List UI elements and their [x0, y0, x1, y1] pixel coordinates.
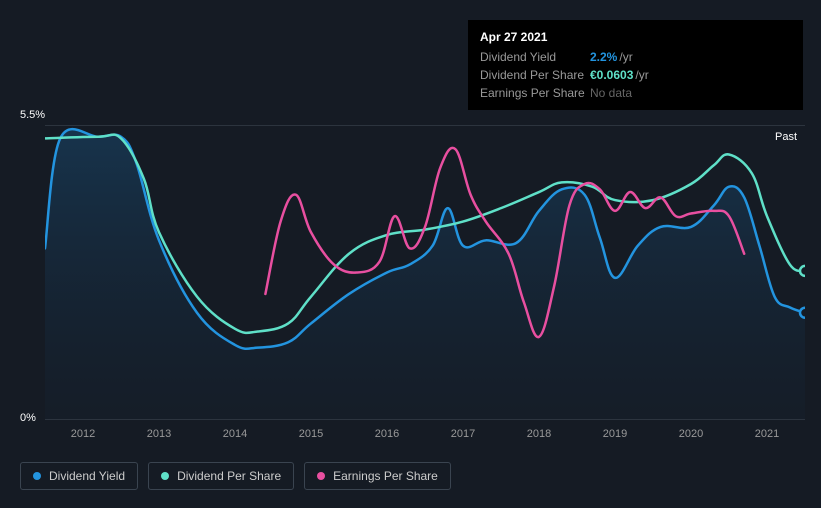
tooltip-row-value: 2.2% — [590, 48, 617, 66]
end-marker — [800, 308, 805, 318]
tooltip-row-unit: /yr — [635, 66, 648, 84]
end-marker — [800, 266, 805, 276]
legend: Dividend Yield Dividend Per Share Earnings… — [20, 462, 451, 490]
x-axis-label: 2021 — [755, 428, 779, 440]
legend-dot — [33, 472, 41, 480]
legend-item[interactable]: Dividend Per Share — [148, 462, 294, 490]
tooltip-row: Earnings Per ShareNo data — [480, 84, 791, 102]
x-axis-label: 2018 — [527, 428, 551, 440]
tooltip-row: Dividend Yield2.2% /yr — [480, 48, 791, 66]
x-axis-label: 2012 — [71, 428, 95, 440]
x-axis-label: 2020 — [679, 428, 703, 440]
tooltip-row-label: Earnings Per Share — [480, 84, 590, 102]
x-axis-label: 2017 — [451, 428, 475, 440]
tooltip-row: Dividend Per Share€0.0603 /yr — [480, 66, 791, 84]
legend-item[interactable]: Dividend Yield — [20, 462, 138, 490]
legend-label: Earnings Per Share — [333, 469, 438, 483]
tooltip-row-nodata: No data — [590, 84, 632, 102]
legend-dot — [161, 472, 169, 480]
area-dividend-yield — [45, 129, 805, 420]
chart-plot-area[interactable] — [45, 125, 805, 420]
tooltip-date: Apr 27 2021 — [480, 28, 791, 46]
tooltip-row-unit: /yr — [619, 48, 632, 66]
x-axis-label: 2016 — [375, 428, 399, 440]
legend-dot — [317, 472, 325, 480]
y-axis-label: 5.5% — [20, 109, 45, 121]
tooltip-row-value: €0.0603 — [590, 66, 633, 84]
x-axis-label: 2015 — [299, 428, 323, 440]
x-axis-label: 2013 — [147, 428, 171, 440]
legend-label: Dividend Yield — [49, 469, 125, 483]
past-label: Past — [775, 131, 797, 143]
x-axis-label: 2019 — [603, 428, 627, 440]
legend-label: Dividend Per Share — [177, 469, 281, 483]
legend-item[interactable]: Earnings Per Share — [304, 462, 451, 490]
y-axis-label: 0% — [20, 412, 36, 424]
x-axis-label: 2014 — [223, 428, 247, 440]
chart-tooltip: Apr 27 2021 Dividend Yield2.2% /yrDivide… — [468, 20, 803, 110]
tooltip-row-label: Dividend Yield — [480, 48, 590, 66]
tooltip-row-label: Dividend Per Share — [480, 66, 590, 84]
